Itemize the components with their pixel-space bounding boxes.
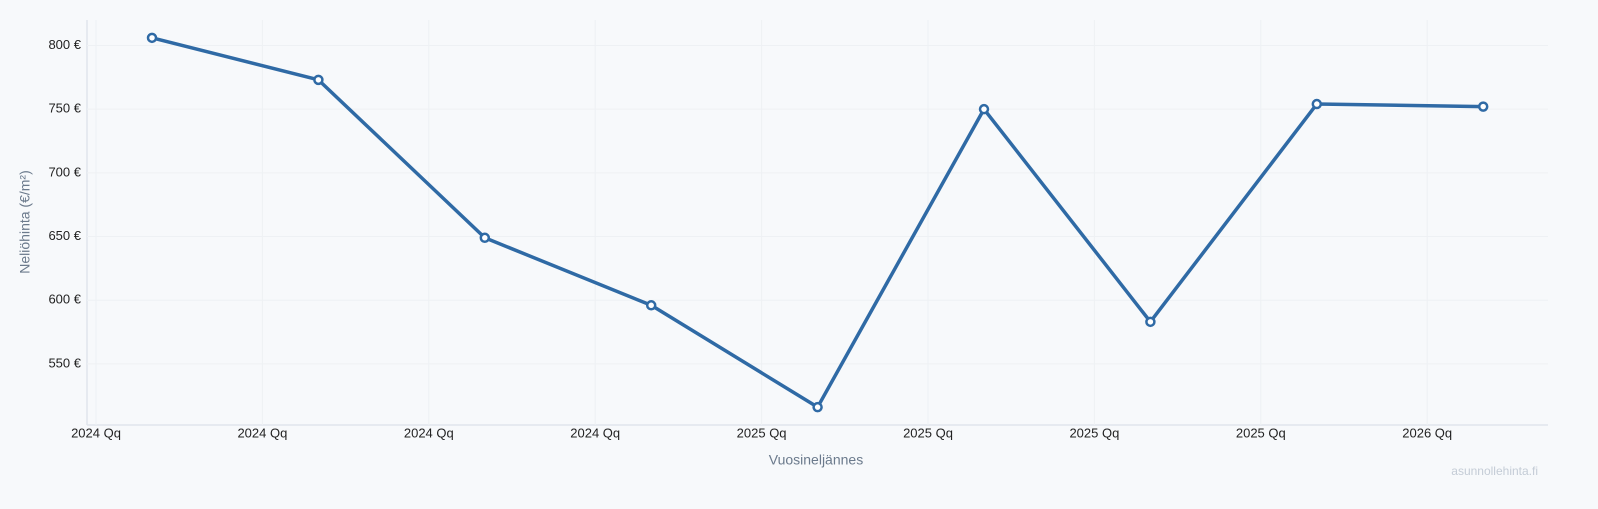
point xyxy=(812,401,823,413)
point xyxy=(146,32,158,44)
point xyxy=(978,103,990,115)
point xyxy=(645,300,657,311)
point xyxy=(1145,316,1156,328)
point xyxy=(479,232,491,244)
y-tick-label: 600 € xyxy=(48,292,81,307)
x-tick-label: 2024 Qq xyxy=(237,425,287,440)
point xyxy=(313,74,324,86)
point xyxy=(1477,101,1489,112)
x-tick-label: 2025 Qq xyxy=(1069,425,1119,440)
watermark: asunnollehinta.fi xyxy=(1451,464,1538,478)
line xyxy=(151,36,1484,409)
x-tick-label: 2024 Qq xyxy=(570,425,620,440)
y-axis-title: Neliöhinta (€/m²) xyxy=(17,170,33,273)
y-tick-label: 650 € xyxy=(48,228,81,243)
point xyxy=(1311,98,1323,110)
x-axis-title: Vuosineljännes xyxy=(769,452,863,468)
x-tick-label: 2024 Qq xyxy=(71,425,121,440)
x-tick-label: 2024 Qq xyxy=(404,425,454,440)
y-tick-label: 700 € xyxy=(48,164,81,179)
y-tick-label: 750 € xyxy=(48,101,81,116)
x-tick-label: 2025 Qq xyxy=(1236,425,1286,440)
x-tick-label: 2025 Qq xyxy=(737,425,787,440)
y-tick-label: 550 € xyxy=(48,355,81,370)
x-tick-label: 2026 Qq xyxy=(1402,425,1452,440)
y-tick-label: 800 € xyxy=(48,37,81,52)
x-tick-label: 2025 Qq xyxy=(903,425,953,440)
